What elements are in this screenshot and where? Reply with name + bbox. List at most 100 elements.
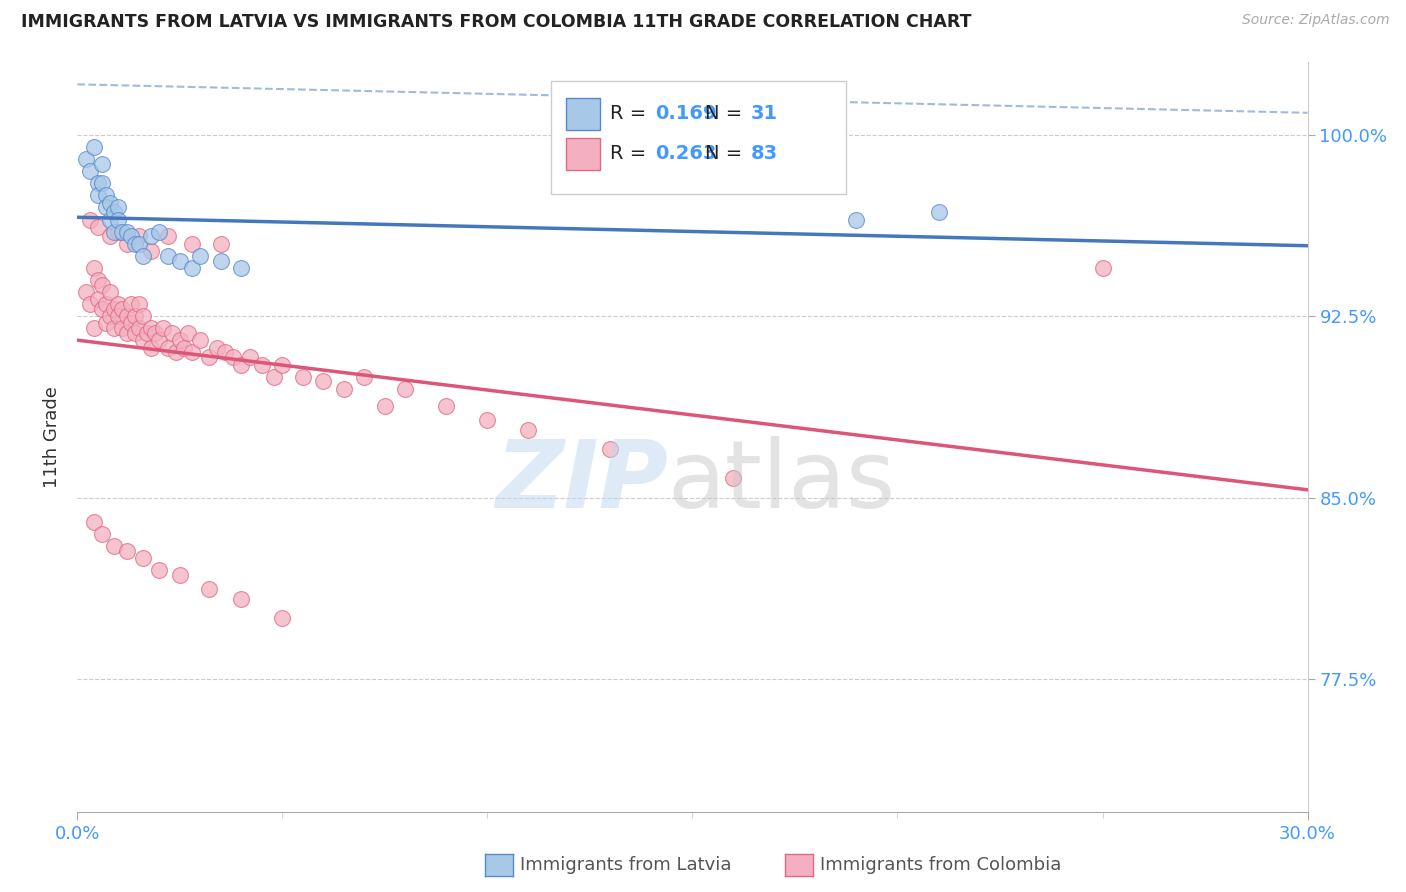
Point xyxy=(188,249,212,263)
Point xyxy=(148,563,170,577)
Point xyxy=(128,236,150,251)
Point xyxy=(132,550,155,565)
Point xyxy=(128,321,150,335)
Text: IMMIGRANTS FROM LATVIA VS IMMIGRANTS FROM COLOMBIA 11TH GRADE CORRELATION CHART: IMMIGRANTS FROM LATVIA VS IMMIGRANTS FRO… xyxy=(21,13,972,31)
Point xyxy=(75,152,97,166)
Point xyxy=(90,176,114,190)
Point xyxy=(79,212,101,227)
Text: Immigrants from Colombia: Immigrants from Colombia xyxy=(820,856,1062,874)
Point xyxy=(141,229,163,244)
Point xyxy=(98,229,121,244)
Point xyxy=(124,326,146,340)
Point xyxy=(94,201,117,215)
Point xyxy=(136,326,159,340)
Point xyxy=(723,471,745,485)
Point xyxy=(156,229,179,244)
Point xyxy=(165,345,187,359)
Point xyxy=(231,592,253,607)
Text: R =: R = xyxy=(610,103,647,123)
Text: ZIP: ZIP xyxy=(495,436,668,528)
Point xyxy=(271,358,294,372)
Point xyxy=(197,582,219,597)
Point xyxy=(205,341,228,355)
Point xyxy=(209,236,232,251)
Point xyxy=(107,201,129,215)
Point xyxy=(128,297,150,311)
Point xyxy=(103,539,125,553)
Point xyxy=(214,345,236,359)
Point xyxy=(94,188,117,202)
Point xyxy=(103,301,125,316)
Point xyxy=(90,301,114,316)
Point xyxy=(98,195,121,210)
Point xyxy=(436,399,458,413)
Point xyxy=(115,236,138,251)
Point xyxy=(517,423,540,437)
Point xyxy=(250,358,273,372)
Point xyxy=(845,212,868,227)
Point xyxy=(90,157,114,171)
Point xyxy=(156,341,179,355)
Point xyxy=(169,334,191,348)
Point xyxy=(239,351,262,365)
Point xyxy=(107,310,129,324)
Point xyxy=(120,229,142,244)
Point xyxy=(87,188,110,202)
Point xyxy=(98,212,121,227)
Point xyxy=(156,249,179,263)
Point xyxy=(394,382,416,396)
Text: 0.169: 0.169 xyxy=(655,103,717,123)
Y-axis label: 11th Grade: 11th Grade xyxy=(42,386,60,488)
Point xyxy=(79,297,101,311)
Text: Source: ZipAtlas.com: Source: ZipAtlas.com xyxy=(1241,13,1389,28)
Point xyxy=(98,285,121,299)
Point xyxy=(115,543,138,558)
Point xyxy=(173,341,195,355)
Point xyxy=(333,382,356,396)
Point xyxy=(90,526,114,541)
Point xyxy=(107,225,129,239)
Point xyxy=(103,225,125,239)
Point xyxy=(83,260,105,275)
Point xyxy=(148,225,170,239)
Point xyxy=(141,244,163,258)
Point xyxy=(103,321,125,335)
Point xyxy=(141,321,163,335)
Point xyxy=(120,317,142,331)
Point xyxy=(94,317,117,331)
Point xyxy=(128,229,150,244)
Text: N =: N = xyxy=(704,103,742,123)
Point xyxy=(111,225,134,239)
Point xyxy=(599,442,621,457)
Point xyxy=(141,341,163,355)
Point xyxy=(132,334,155,348)
Point xyxy=(94,297,117,311)
Point xyxy=(291,369,314,384)
Point xyxy=(107,212,129,227)
Point xyxy=(181,236,204,251)
Point xyxy=(75,285,97,299)
Point xyxy=(98,310,121,324)
Point xyxy=(124,236,146,251)
Text: 31: 31 xyxy=(751,103,778,123)
Point xyxy=(312,375,335,389)
FancyBboxPatch shape xyxy=(551,81,846,194)
Point xyxy=(374,399,396,413)
Text: R =: R = xyxy=(610,144,647,162)
Point xyxy=(115,225,138,239)
Text: 83: 83 xyxy=(751,144,778,162)
Point xyxy=(87,176,110,190)
Point xyxy=(132,249,155,263)
Point xyxy=(132,310,155,324)
Point xyxy=(90,277,114,292)
Point xyxy=(169,253,191,268)
Point xyxy=(263,369,285,384)
Point xyxy=(188,334,212,348)
Point xyxy=(1091,260,1114,275)
Text: atlas: atlas xyxy=(668,436,896,528)
Point xyxy=(148,334,170,348)
Point xyxy=(152,321,174,335)
Point xyxy=(79,164,101,178)
Point xyxy=(271,611,294,625)
Point xyxy=(231,358,253,372)
